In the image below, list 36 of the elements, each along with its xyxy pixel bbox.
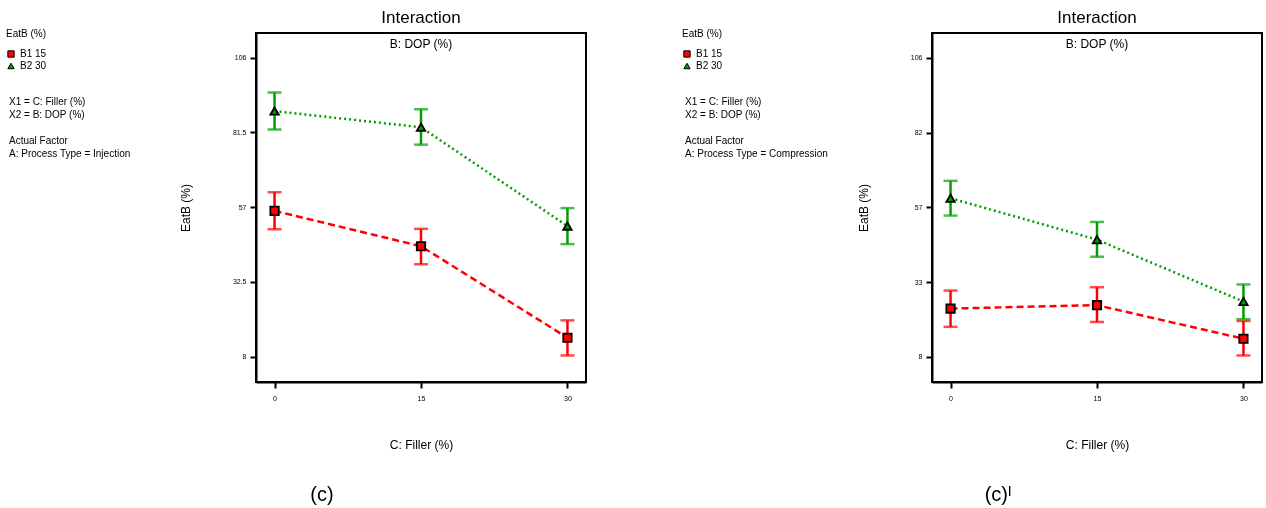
point bbox=[562, 332, 573, 343]
chart-title: Interaction bbox=[1057, 8, 1137, 27]
legend-label: B1 15 bbox=[20, 48, 47, 59]
y-axis-title: EatB (%) bbox=[856, 183, 871, 233]
legend-label: B2 30 bbox=[696, 60, 723, 71]
text: X2 = B: DOP (%) bbox=[685, 109, 761, 120]
point bbox=[269, 205, 280, 216]
x-axis-title: C: Filler (%) bbox=[1065, 437, 1130, 452]
x-axis-title: C: Filler (%) bbox=[389, 437, 454, 452]
text: Actual Factor bbox=[685, 135, 745, 146]
legend-title: EatB (%) bbox=[6, 28, 47, 39]
point bbox=[945, 193, 956, 203]
text: (c)ᴵ bbox=[984, 483, 1012, 505]
chart-subtitle: B: DOP (%) bbox=[389, 37, 453, 51]
text: Actual Factor bbox=[9, 135, 69, 146]
legend-label: B2 30 bbox=[20, 60, 47, 71]
text: X1 = C: Filler (%) bbox=[685, 96, 762, 107]
point bbox=[269, 106, 280, 116]
text: X1 = C: Filler (%) bbox=[9, 96, 86, 107]
point bbox=[415, 122, 427, 132]
legend-label: B1 15 bbox=[696, 48, 723, 59]
legend-title: EatB (%) bbox=[682, 28, 723, 39]
point bbox=[1091, 300, 1103, 311]
point bbox=[1238, 333, 1249, 344]
point bbox=[945, 303, 956, 314]
chart-title: Interaction bbox=[381, 8, 461, 27]
point bbox=[1238, 297, 1249, 307]
point bbox=[415, 241, 427, 252]
text: (c) bbox=[310, 483, 334, 505]
point bbox=[1091, 235, 1103, 245]
y-axis-title: EatB (%) bbox=[178, 183, 193, 233]
text: A: Process Type = Compression bbox=[685, 148, 828, 159]
point bbox=[562, 221, 573, 231]
text: A: Process Type = Injection bbox=[9, 148, 131, 159]
chart-subtitle: B: DOP (%) bbox=[1065, 37, 1129, 51]
text: X2 = B: DOP (%) bbox=[9, 109, 85, 120]
